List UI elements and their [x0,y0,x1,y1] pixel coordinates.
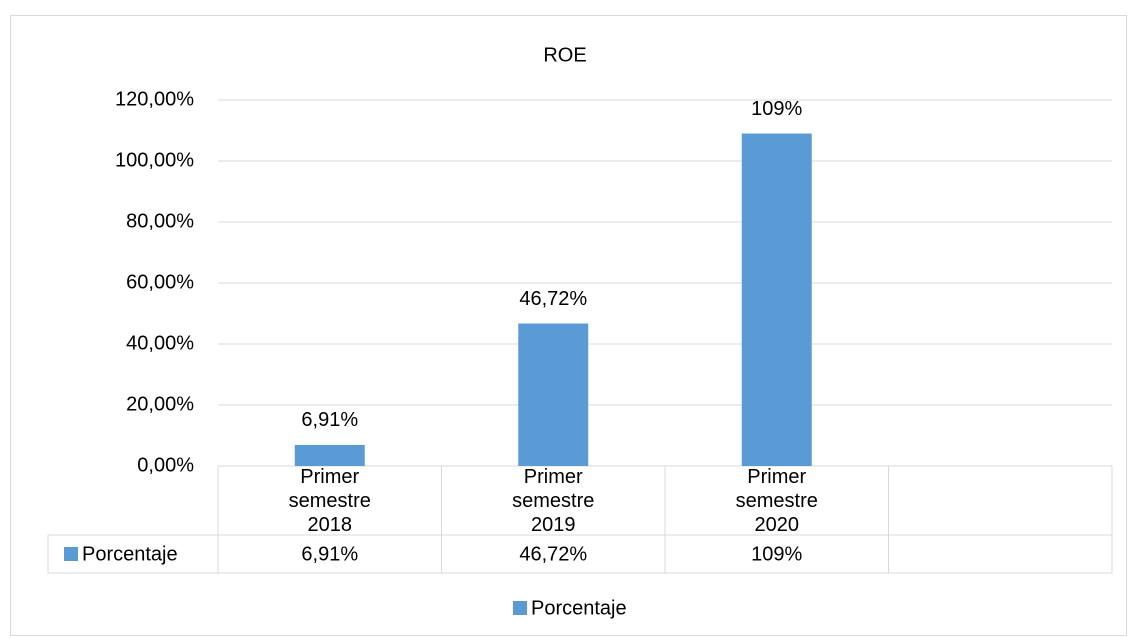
y-tick-label: 120,00% [115,88,194,110]
y-tick-label: 40,00% [126,332,194,354]
x-tick-label-box: Primer semestre 2020 [735,466,818,535]
bar [518,323,589,466]
y-tick-label: 100,00% [115,149,194,171]
bar [741,133,812,467]
chart-title: ROE [543,44,586,66]
table-cell: 6,91% [301,543,358,565]
legend-label: Porcentaje [531,597,627,619]
y-tick-label: 20,00% [126,393,194,415]
table-cell: 46,72% [519,543,587,565]
legend-swatch [64,547,78,561]
table-row-label: Porcentaje [82,543,178,565]
data-label: 46,72% [519,288,587,310]
data-label: 6,91% [301,409,358,431]
bar [294,444,365,466]
legend-swatch [513,601,527,615]
x-tick-label: Primer semestre 2019 [512,466,595,535]
data-label: 109% [751,98,802,120]
y-tick-label: 60,00% [126,271,194,293]
x-tick-label-box: Primer semestre 2019 [512,466,595,535]
table-cell: 109% [751,543,802,565]
x-tick-label-box: Primer semestre 2018 [288,466,371,535]
x-tick-label: Primer semestre 2018 [288,466,371,535]
y-tick-label: 0,00% [137,454,194,476]
y-tick-label: 80,00% [126,210,194,232]
x-tick-label: Primer semestre 2020 [735,466,818,535]
